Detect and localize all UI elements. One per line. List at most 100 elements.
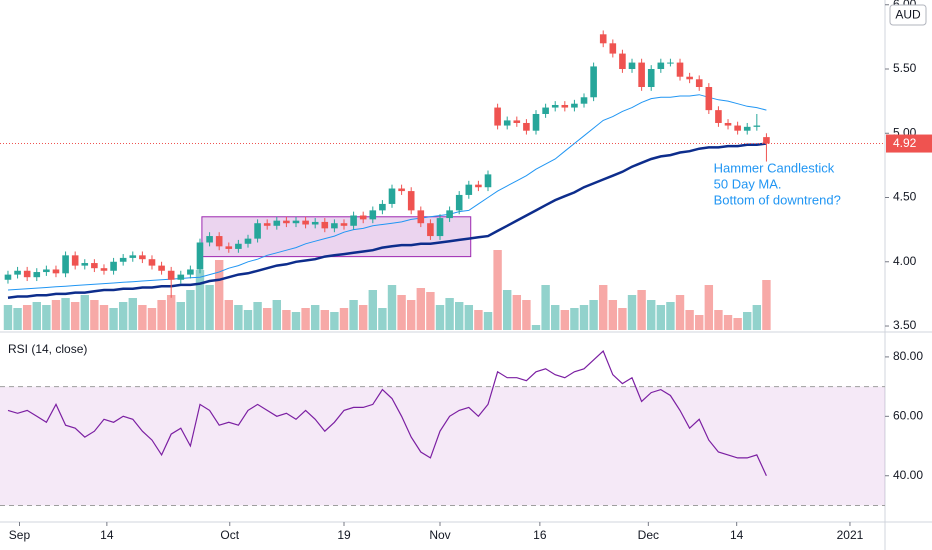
moving-average-line: [7, 142, 767, 299]
candle-body: [705, 86, 713, 111]
candle-body: [734, 125, 741, 131]
volume-bar: [522, 300, 531, 330]
candle-body: [273, 220, 281, 226]
volume-bar: [723, 315, 733, 330]
candle-body: [686, 76, 693, 80]
rsi-y-tick-label: 80.00: [893, 349, 923, 363]
candle-body: [340, 223, 348, 226]
candle-body: [71, 255, 79, 266]
currency-badge: [889, 4, 927, 26]
volume-bar: [138, 305, 147, 330]
candle-body: [542, 107, 549, 114]
volume-bar: [234, 305, 243, 330]
candle-body: [292, 220, 300, 224]
volume-bar: [176, 302, 185, 330]
volume-bar: [570, 308, 579, 330]
volume-bar: [464, 305, 474, 330]
volume-bar: [3, 305, 13, 330]
x-tick-label: 14: [100, 528, 114, 542]
x-tick-label: 14: [730, 528, 744, 542]
moving-average-line: [7, 94, 767, 291]
candle-body: [263, 223, 271, 226]
volume-bar: [90, 300, 99, 330]
volume-bar: [503, 290, 512, 330]
candle-body: [235, 243, 242, 249]
volume-bar: [22, 305, 32, 330]
candle-body: [369, 210, 377, 220]
candle-body: [302, 220, 309, 225]
candle-body: [33, 272, 41, 278]
candle-body: [619, 53, 626, 70]
volume-bar: [51, 300, 61, 330]
x-tick-label: Sep: [9, 528, 31, 542]
volume-bar: [531, 325, 541, 330]
volume-bar: [551, 305, 560, 330]
volume-bar: [118, 302, 128, 330]
volume-bar: [704, 285, 714, 330]
rsi-y-tick-label: 40.00: [893, 468, 923, 482]
candle-body: [580, 97, 588, 104]
candle-body: [129, 255, 137, 258]
y-tick-label: 3.50: [893, 318, 917, 332]
candle-body: [331, 223, 338, 229]
candle-body: [436, 218, 444, 237]
volume-bar: [675, 295, 685, 330]
volume-bar: [32, 302, 41, 330]
annotation-text: Hammer Candlestick: [714, 161, 835, 176]
volume-bar: [445, 298, 454, 330]
candle-body: [283, 220, 290, 224]
candle-body: [532, 113, 540, 131]
volume-bar: [483, 312, 493, 330]
candle-body: [187, 269, 194, 275]
candle-body: [81, 263, 89, 266]
volume-bar: [493, 250, 502, 330]
x-tick-label: Nov: [429, 528, 450, 542]
volume-bar: [647, 300, 656, 330]
candle-body: [475, 184, 482, 188]
annotation-text: 50 Day MA.: [714, 177, 782, 192]
volume-bar: [243, 310, 253, 330]
volume-bar: [685, 310, 694, 330]
candle-body: [43, 269, 50, 273]
candle-body: [244, 238, 252, 244]
volume-bar: [147, 308, 157, 330]
x-tick-label: 16: [533, 528, 547, 542]
candle-body: [724, 122, 732, 126]
volume-bar: [618, 308, 627, 330]
candle-body: [321, 221, 329, 229]
volume-bar: [291, 312, 301, 330]
volume-bar: [186, 290, 195, 330]
candle-body: [551, 104, 559, 108]
candle-body: [484, 174, 492, 188]
candle-body: [667, 62, 674, 64]
candle-body: [359, 215, 367, 220]
x-tick-label: Dec: [638, 528, 659, 542]
volume-bar: [560, 310, 570, 330]
volume-bar: [762, 280, 771, 330]
candle-body: [14, 270, 21, 275]
candle-body: [609, 43, 617, 54]
candle-body: [225, 246, 233, 249]
volume-bar: [579, 305, 589, 330]
candle-body: [158, 265, 165, 271]
volume-bar: [282, 310, 291, 330]
volume-bar: [455, 302, 464, 330]
volume-bar: [224, 300, 233, 330]
last-price-label: 4.92: [893, 136, 917, 150]
volume-bar: [752, 305, 762, 330]
candle-body: [743, 126, 751, 131]
y-tick-label: 5.50: [893, 61, 917, 75]
candle-body: [503, 120, 511, 126]
volume-bar: [205, 285, 214, 330]
candle-body: [206, 236, 213, 243]
volume-bar: [407, 300, 416, 330]
y-tick-label: 4.50: [893, 190, 917, 204]
candle-body: [523, 122, 530, 131]
volume-bar: [358, 305, 368, 330]
candle-body: [148, 259, 156, 266]
volume-bar: [349, 300, 358, 330]
currency-label: AUD: [895, 8, 921, 22]
candle-body: [465, 184, 473, 195]
volume-bar: [166, 295, 176, 330]
